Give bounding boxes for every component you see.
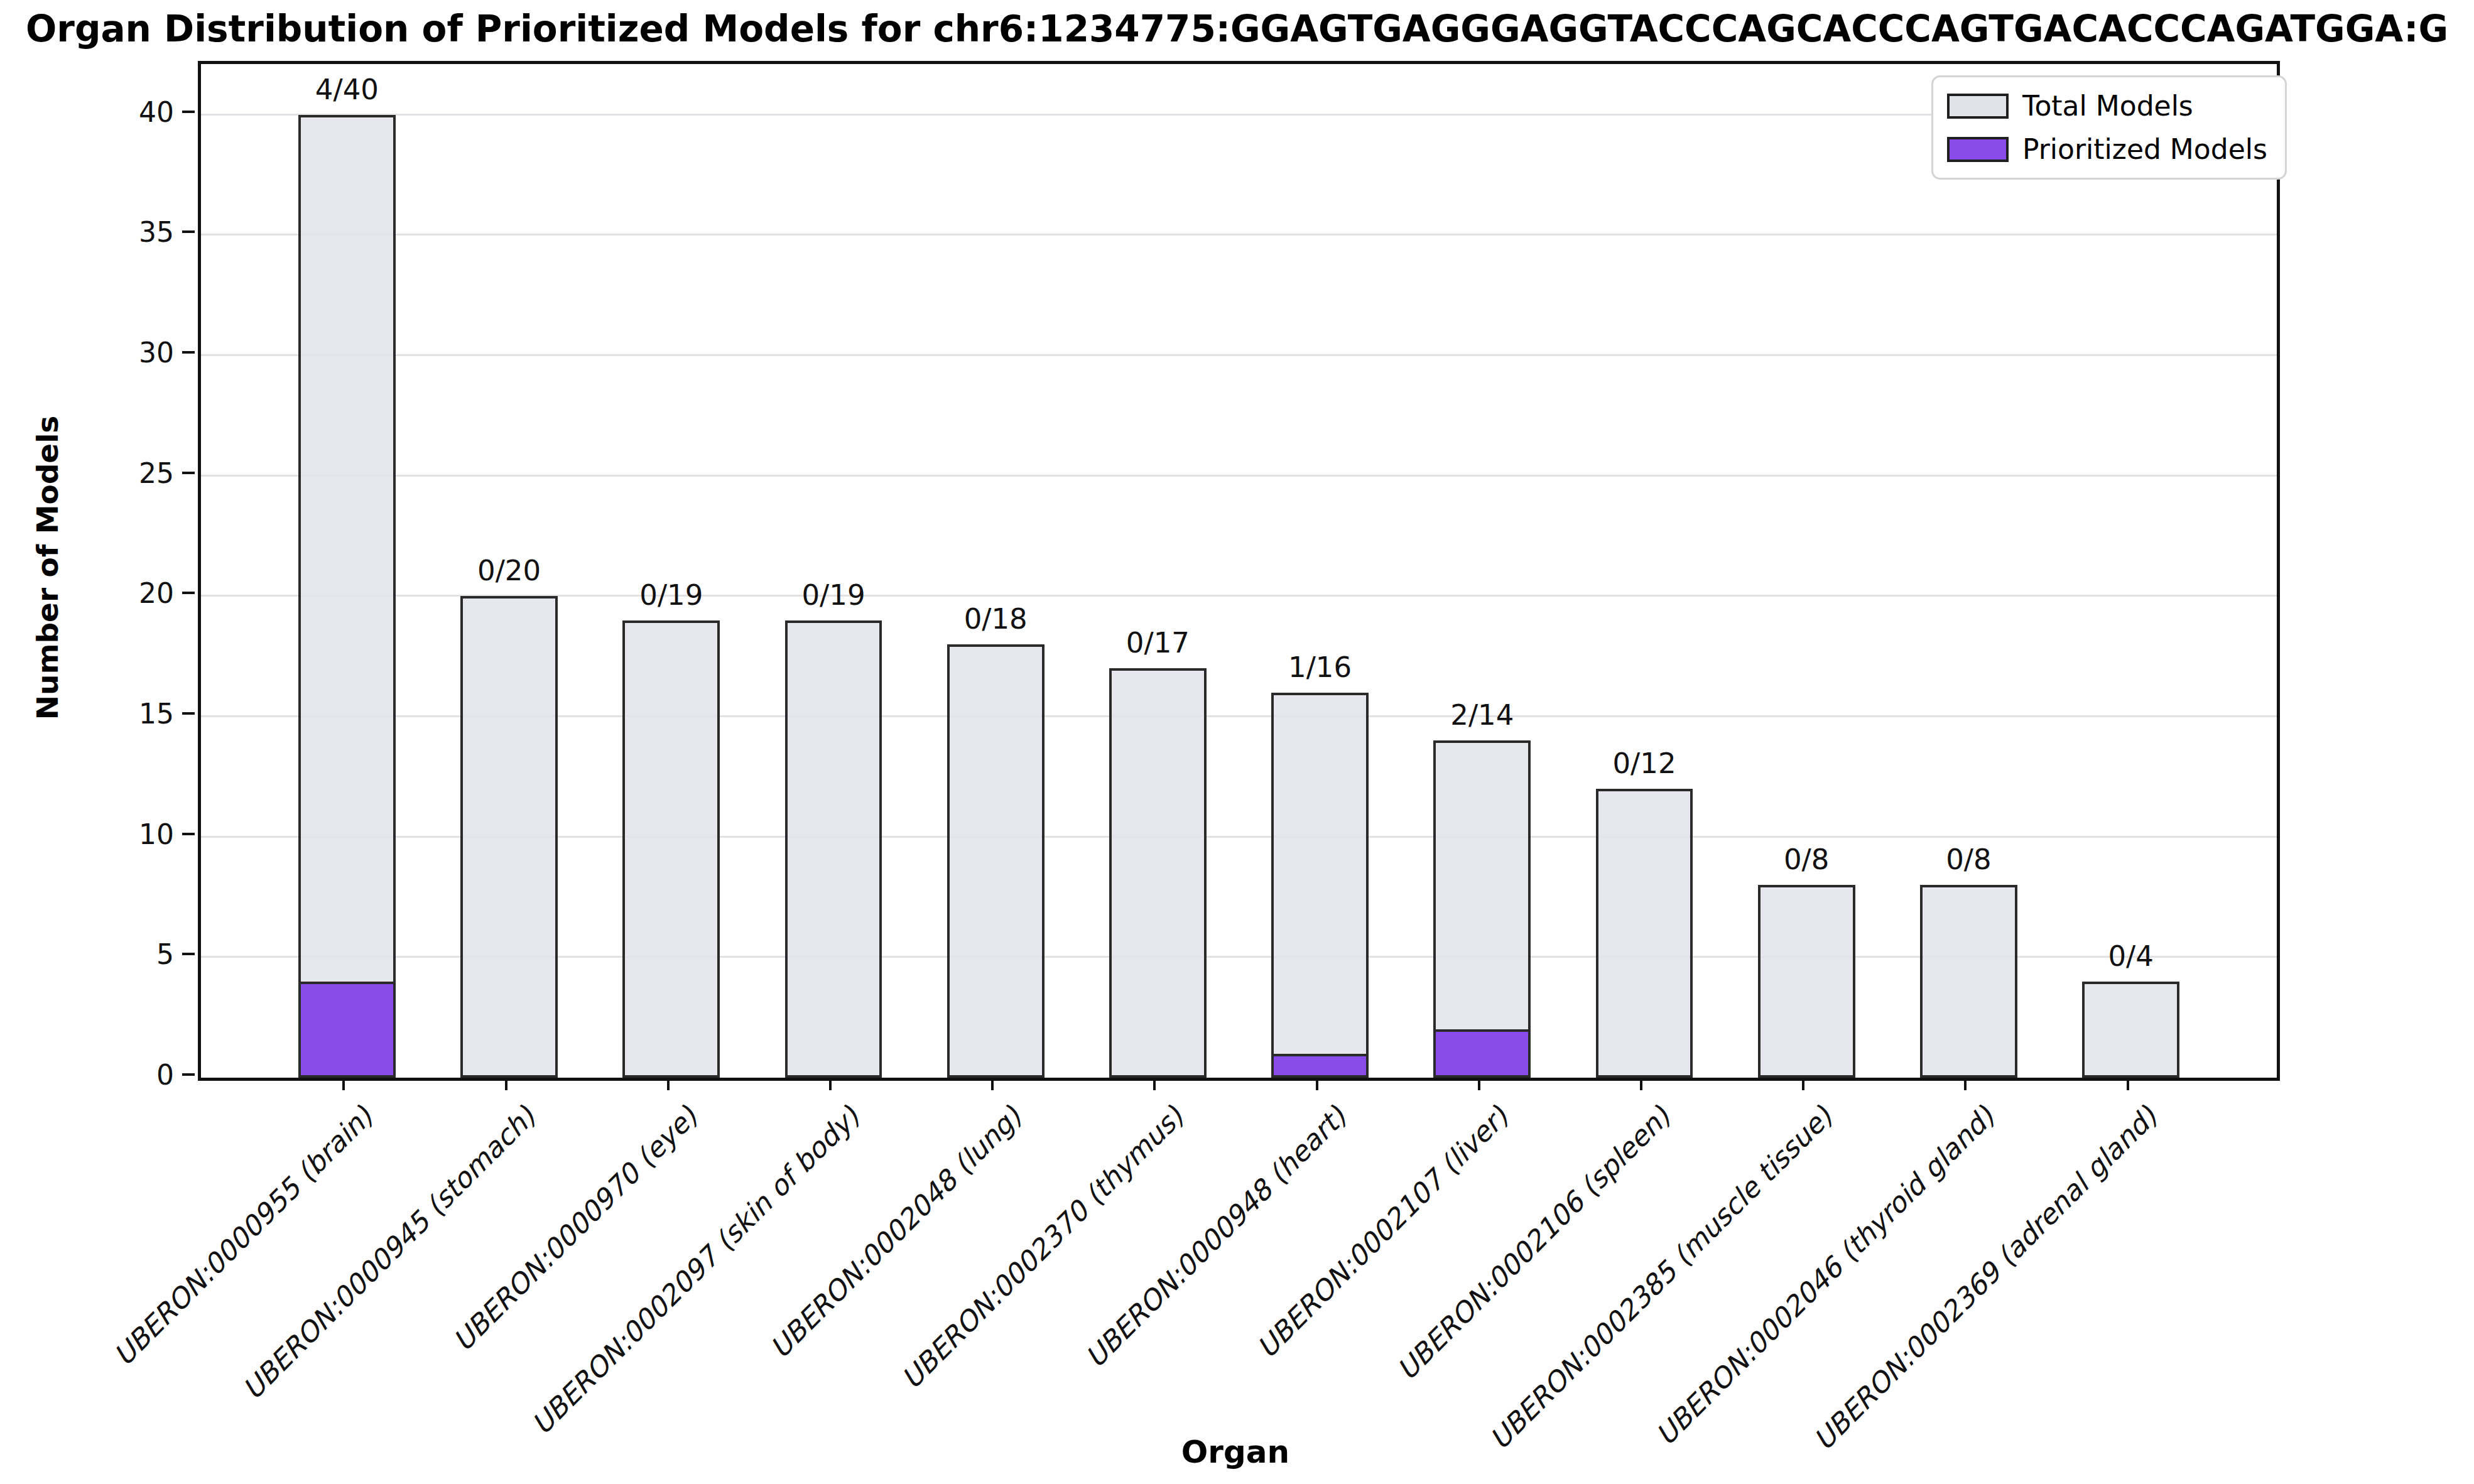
legend: Total Models Prioritized Models bbox=[1931, 75, 2287, 180]
y-axis-tick-label: 0 bbox=[156, 1059, 174, 1091]
x-axis-tick bbox=[1478, 1078, 1480, 1090]
gridline bbox=[201, 354, 2277, 356]
y-axis-tick bbox=[182, 230, 195, 233]
x-axis-tick bbox=[991, 1078, 994, 1090]
bar-total bbox=[947, 644, 1044, 1078]
bar-value-label: 0/19 bbox=[639, 578, 703, 612]
bar-total bbox=[1109, 668, 1207, 1078]
bar-prioritized bbox=[1271, 1054, 1369, 1078]
legend-swatch-prioritized-models bbox=[1947, 137, 2009, 162]
x-axis-tick-label: UBERON:0002370 (thymus) bbox=[895, 1100, 1190, 1395]
y-axis-tick-label: 35 bbox=[139, 216, 174, 248]
bar-total bbox=[2082, 982, 2179, 1078]
y-axis-tick-label: 30 bbox=[139, 336, 174, 368]
x-axis-tick bbox=[1640, 1078, 1642, 1090]
bar-value-label: 4/40 bbox=[315, 73, 379, 106]
y-axis-tick bbox=[182, 111, 195, 113]
x-axis-tick-label: UBERON:0002097 (skin of body) bbox=[525, 1100, 865, 1441]
x-axis-tick bbox=[1802, 1078, 1804, 1090]
y-axis-label: Number of Models bbox=[30, 416, 65, 720]
x-axis-tick bbox=[1964, 1078, 1967, 1090]
bar-prioritized bbox=[1433, 1029, 1531, 1078]
gridline bbox=[201, 475, 2277, 477]
chart-title: Organ Distribution of Prioritized Models… bbox=[0, 8, 2474, 50]
x-axis-tick bbox=[1316, 1078, 1318, 1090]
bar-value-label: 0/4 bbox=[2108, 940, 2153, 973]
y-axis-tick-label: 20 bbox=[139, 577, 174, 609]
bar-value-label: 0/18 bbox=[964, 602, 1028, 636]
bar-total bbox=[785, 620, 882, 1078]
bar-total bbox=[1758, 885, 1855, 1078]
legend-label-prioritized-models: Prioritized Models bbox=[2022, 133, 2267, 165]
bar-total bbox=[298, 115, 396, 1078]
plot-area: 4/40 0/20 0/19 0/19 0/18 0/17 1/16 2/14 0/12 0/8 0… bbox=[198, 61, 2280, 1081]
bar-value-label: 0/8 bbox=[1946, 843, 1991, 876]
bar-value-label: 0/12 bbox=[1612, 747, 1676, 780]
x-axis-tick bbox=[342, 1078, 345, 1090]
bar-value-label: 0/17 bbox=[1126, 626, 1190, 659]
x-axis-tick bbox=[667, 1078, 670, 1090]
x-axis-tick-label: UBERON:0000955 (brain) bbox=[107, 1100, 379, 1372]
y-axis-tick bbox=[182, 712, 195, 715]
y-axis-tick bbox=[182, 1073, 195, 1076]
bar-total bbox=[1596, 789, 1693, 1078]
bar-total bbox=[1920, 885, 2017, 1078]
bar-value-label: 2/14 bbox=[1450, 698, 1514, 732]
x-axis-tick-label: UBERON:0000945 (stomach) bbox=[236, 1100, 541, 1405]
x-axis-tick-label: UBERON:0000948 (heart) bbox=[1078, 1100, 1352, 1373]
y-axis-tick-label: 25 bbox=[139, 457, 174, 489]
y-axis-tick bbox=[182, 592, 195, 594]
bar-prioritized bbox=[298, 982, 396, 1078]
bar-total bbox=[1433, 740, 1531, 1078]
x-axis-tick bbox=[2127, 1078, 2129, 1090]
y-axis-tick bbox=[182, 833, 195, 835]
y-axis-tick bbox=[182, 351, 195, 354]
y-axis-tick-label: 5 bbox=[156, 938, 174, 970]
y-axis-tick bbox=[182, 953, 195, 955]
bar-value-label: 0/20 bbox=[477, 554, 541, 587]
legend-item-total-models: Total Models bbox=[1947, 90, 2267, 122]
bar-total bbox=[460, 596, 558, 1078]
legend-item-prioritized-models: Prioritized Models bbox=[1947, 133, 2267, 165]
bar-value-label: 1/16 bbox=[1288, 651, 1352, 684]
y-axis-tick-label: 10 bbox=[139, 818, 174, 850]
y-axis-tick-label: 15 bbox=[139, 697, 174, 729]
x-axis-tick bbox=[505, 1078, 507, 1090]
legend-label-total-models: Total Models bbox=[2022, 90, 2193, 122]
bar-value-label: 0/19 bbox=[801, 578, 865, 612]
figure: Organ Distribution of Prioritized Models… bbox=[0, 0, 2474, 1484]
x-axis-tick bbox=[1153, 1078, 1156, 1090]
y-axis-tick bbox=[182, 472, 195, 474]
y-axis-tick-label: 40 bbox=[139, 95, 174, 127]
x-axis-tick-label: UBERON:0002106 (spleen) bbox=[1391, 1100, 1676, 1386]
gridline bbox=[201, 234, 2277, 236]
bar-total bbox=[1271, 693, 1369, 1078]
x-axis-tick bbox=[829, 1078, 832, 1090]
bar-total bbox=[622, 620, 720, 1078]
x-axis-label: Organ bbox=[1181, 1434, 1289, 1470]
x-axis-tick-label: UBERON:0002046 (thyroid gland) bbox=[1649, 1100, 2000, 1451]
bar-value-label: 0/8 bbox=[1784, 843, 1829, 876]
x-axis-tick-label: UBERON:0002385 (muscle tissue) bbox=[1484, 1100, 1839, 1456]
x-axis-tick-label: UBERON:0002369 (adrenal gland) bbox=[1807, 1100, 2163, 1456]
legend-swatch-total-models bbox=[1947, 94, 2009, 119]
